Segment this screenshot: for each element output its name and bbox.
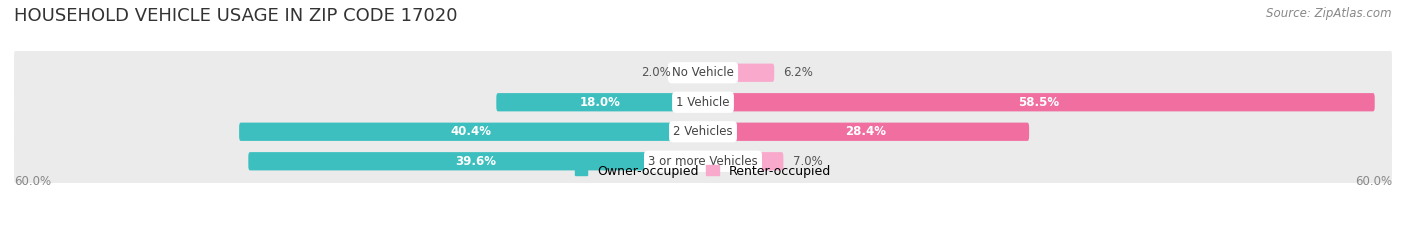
FancyBboxPatch shape: [14, 77, 1392, 127]
FancyBboxPatch shape: [14, 48, 1392, 97]
FancyBboxPatch shape: [703, 93, 1375, 111]
FancyBboxPatch shape: [703, 152, 783, 170]
FancyBboxPatch shape: [681, 64, 703, 82]
FancyBboxPatch shape: [239, 123, 703, 141]
Text: 3 or more Vehicles: 3 or more Vehicles: [648, 155, 758, 168]
Text: HOUSEHOLD VEHICLE USAGE IN ZIP CODE 17020: HOUSEHOLD VEHICLE USAGE IN ZIP CODE 1702…: [14, 7, 457, 25]
Text: 2.0%: 2.0%: [641, 66, 671, 79]
Text: 28.4%: 28.4%: [845, 125, 887, 138]
Text: 60.0%: 60.0%: [1355, 175, 1392, 188]
Text: 18.0%: 18.0%: [579, 96, 620, 109]
FancyBboxPatch shape: [249, 152, 703, 170]
FancyBboxPatch shape: [14, 107, 1392, 157]
Text: 6.2%: 6.2%: [783, 66, 813, 79]
Text: 1 Vehicle: 1 Vehicle: [676, 96, 730, 109]
Text: 58.5%: 58.5%: [1018, 96, 1059, 109]
Legend: Owner-occupied, Renter-occupied: Owner-occupied, Renter-occupied: [575, 165, 831, 178]
Text: No Vehicle: No Vehicle: [672, 66, 734, 79]
FancyBboxPatch shape: [703, 123, 1029, 141]
Text: 40.4%: 40.4%: [450, 125, 492, 138]
Text: 60.0%: 60.0%: [14, 175, 51, 188]
FancyBboxPatch shape: [703, 64, 775, 82]
Text: 7.0%: 7.0%: [793, 155, 823, 168]
Text: 2 Vehicles: 2 Vehicles: [673, 125, 733, 138]
FancyBboxPatch shape: [496, 93, 703, 111]
Text: 39.6%: 39.6%: [456, 155, 496, 168]
Text: Source: ZipAtlas.com: Source: ZipAtlas.com: [1267, 7, 1392, 20]
FancyBboxPatch shape: [14, 137, 1392, 186]
